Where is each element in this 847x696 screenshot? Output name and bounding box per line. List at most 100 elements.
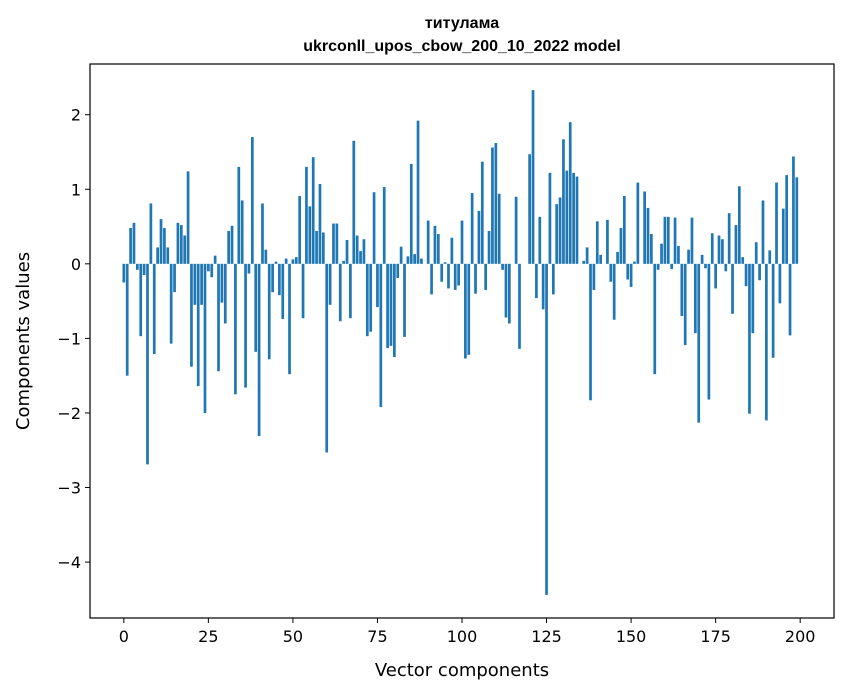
bar-128 — [555, 204, 559, 264]
bar-192 — [771, 263, 775, 358]
bar-80 — [393, 263, 396, 358]
bar-2 — [129, 228, 132, 264]
bar-62 — [332, 223, 335, 264]
y-axis-ticks: −4 −3 −2 −1 0 1 2 — [57, 106, 90, 572]
bar-113 — [504, 263, 508, 318]
bar-81 — [396, 263, 400, 278]
bar-109 — [491, 147, 494, 264]
bar-189 — [761, 200, 765, 264]
bar-34 — [237, 166, 241, 264]
bar-112 — [501, 263, 504, 270]
bar-144 — [609, 263, 613, 282]
bar-110 — [494, 143, 498, 264]
bar-134 — [575, 176, 579, 264]
bar-124 — [541, 263, 545, 310]
y-tick-label: −1 — [57, 329, 81, 348]
bar-77 — [382, 187, 386, 264]
bar-94 — [440, 263, 444, 282]
bar-72 — [365, 263, 369, 337]
bar-1 — [125, 263, 129, 376]
y-tick-label: 1 — [71, 180, 81, 199]
bar-120 — [528, 154, 531, 264]
bar-91 — [430, 263, 433, 295]
bar-161 — [666, 216, 670, 264]
bar-40 — [257, 263, 261, 437]
bar-186 — [751, 263, 755, 334]
bar-74 — [372, 192, 376, 264]
bar-116 — [514, 196, 518, 264]
bar-163 — [673, 217, 677, 264]
chart-subtitle: ukrconll_upos_cbow_200_10_2022 model — [303, 38, 620, 55]
bar-98 — [453, 263, 457, 290]
bar-23 — [200, 263, 203, 305]
bar-181 — [734, 225, 738, 264]
bar-36 — [244, 263, 247, 388]
bar-6 — [142, 263, 146, 276]
bar-176 — [717, 235, 721, 264]
bar-162 — [670, 263, 674, 270]
bar-177 — [721, 239, 724, 264]
bar-48 — [284, 258, 288, 264]
bar-68 — [352, 140, 356, 264]
bar-25 — [207, 263, 210, 272]
bar-38 — [250, 137, 254, 264]
bar-129 — [558, 197, 562, 264]
bar-87 — [416, 120, 420, 264]
bar-18 — [183, 235, 187, 264]
y-tick-label: −3 — [57, 479, 81, 498]
bar-53 — [301, 263, 305, 319]
bar-57 — [315, 231, 318, 264]
bar-179 — [727, 213, 731, 264]
bar-93 — [436, 234, 440, 264]
bar-47 — [281, 263, 285, 320]
x-tick-label: 175 — [700, 627, 731, 646]
bar-37 — [247, 263, 251, 274]
bar-29 — [220, 263, 224, 303]
bar-185 — [748, 263, 751, 414]
bar-196 — [785, 175, 789, 264]
bar-125 — [545, 263, 548, 595]
bar-30 — [223, 263, 227, 324]
x-tick-label: 0 — [119, 627, 129, 646]
bar-199 — [795, 177, 799, 264]
bar-175 — [714, 263, 717, 289]
bar-172 — [704, 263, 707, 269]
bar-41 — [261, 203, 264, 264]
bar-33 — [234, 263, 237, 395]
bar-73 — [369, 263, 373, 332]
bar-27 — [213, 255, 217, 264]
bar-111 — [497, 193, 501, 264]
bar-21 — [193, 263, 197, 305]
bar-107 — [484, 263, 488, 290]
bar-3 — [132, 222, 136, 264]
bar-11 — [159, 219, 163, 264]
bar-154 — [643, 191, 646, 264]
bar-61 — [328, 263, 332, 305]
bar-90 — [426, 220, 430, 264]
bar-65 — [342, 260, 345, 264]
bar-4 — [135, 263, 139, 270]
bar-139 — [592, 263, 596, 290]
bar-101 — [464, 263, 467, 359]
bars-group — [122, 90, 799, 595]
bar-106 — [480, 161, 484, 264]
bar-104 — [474, 263, 477, 294]
bar-197 — [788, 263, 792, 336]
bar-152 — [636, 182, 640, 264]
bar-56 — [311, 157, 315, 264]
bar-95 — [443, 262, 447, 264]
bar-122 — [535, 263, 538, 299]
bar-97 — [450, 237, 454, 264]
bar-171 — [700, 254, 704, 264]
bar-49 — [288, 263, 291, 375]
bar-156 — [650, 234, 653, 264]
bar-64 — [338, 263, 342, 322]
bar-183 — [741, 257, 745, 264]
bar-137 — [585, 247, 589, 264]
bar-126 — [548, 172, 552, 264]
x-tick-label: 50 — [283, 627, 303, 646]
bar-193 — [775, 182, 778, 264]
bar-157 — [653, 263, 657, 375]
